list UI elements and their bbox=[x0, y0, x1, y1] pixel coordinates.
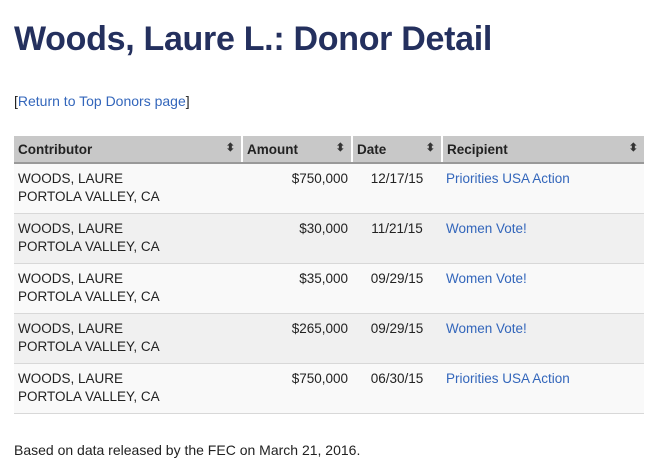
contributor-cell: WOODS, LAURE PORTOLA VALLEY, CA bbox=[14, 313, 242, 364]
date-cell: 06/30/15 bbox=[352, 363, 442, 414]
table-row: WOODS, LAURE PORTOLA VALLEY, CA $750,000 … bbox=[14, 163, 644, 214]
table-row: WOODS, LAURE PORTOLA VALLEY, CA $265,000 … bbox=[14, 313, 644, 364]
contributor-location: PORTOLA VALLEY, CA bbox=[18, 289, 160, 304]
contributor-name: WOODS, LAURE bbox=[18, 371, 124, 386]
amount-cell: $30,000 bbox=[242, 213, 352, 264]
contributor-cell: WOODS, LAURE PORTOLA VALLEY, CA bbox=[14, 163, 242, 214]
return-link-wrapper: [Return to Top Donors page] bbox=[14, 93, 190, 109]
sort-icon: ⬍ bbox=[425, 142, 435, 154]
table-row: WOODS, LAURE PORTOLA VALLEY, CA $30,000 1… bbox=[14, 213, 644, 264]
return-to-top-donors-link[interactable]: Return to Top Donors page bbox=[17, 93, 186, 109]
contributor-cell: WOODS, LAURE PORTOLA VALLEY, CA bbox=[14, 213, 242, 264]
table-row: WOODS, LAURE PORTOLA VALLEY, CA $750,000 … bbox=[14, 363, 644, 414]
contributor-location: PORTOLA VALLEY, CA bbox=[18, 389, 160, 404]
header-label: Recipient bbox=[447, 141, 508, 157]
header-label: Amount bbox=[247, 141, 298, 157]
recipient-link[interactable]: Women Vote! bbox=[446, 221, 527, 236]
data-source-note: Based on data released by the FEC on Mar… bbox=[14, 442, 361, 458]
contributor-cell: WOODS, LAURE PORTOLA VALLEY, CA bbox=[14, 363, 242, 414]
date-cell: 09/29/15 bbox=[352, 263, 442, 314]
recipient-cell: Women Vote! bbox=[442, 213, 644, 264]
column-header-date[interactable]: Date ⬍ bbox=[352, 136, 443, 164]
sort-icon: ⬍ bbox=[335, 142, 345, 154]
contributor-location: PORTOLA VALLEY, CA bbox=[18, 339, 160, 354]
contributor-name: WOODS, LAURE bbox=[18, 271, 124, 286]
header-label: Date bbox=[357, 141, 387, 157]
amount-cell: $265,000 bbox=[242, 313, 352, 364]
donations-table: Contributor ⬍ Amount ⬍ Date ⬍ Recipient ⬍ WO… bbox=[14, 136, 644, 414]
date-cell: 11/21/15 bbox=[352, 213, 442, 264]
contributor-location: PORTOLA VALLEY, CA bbox=[18, 239, 160, 254]
contributor-name: WOODS, LAURE bbox=[18, 171, 124, 186]
sort-icon: ⬍ bbox=[628, 142, 638, 154]
header-label: Contributor bbox=[18, 141, 93, 157]
recipient-link[interactable]: Priorities USA Action bbox=[446, 371, 570, 386]
contributor-cell: WOODS, LAURE PORTOLA VALLEY, CA bbox=[14, 263, 242, 314]
recipient-cell: Priorities USA Action bbox=[442, 163, 644, 214]
amount-cell: $35,000 bbox=[242, 263, 352, 314]
column-header-recipient[interactable]: Recipient ⬍ bbox=[442, 136, 644, 164]
page-title: Woods, Laure L.: Donor Detail bbox=[14, 20, 493, 58]
recipient-link[interactable]: Priorities USA Action bbox=[446, 171, 570, 186]
recipient-cell: Women Vote! bbox=[442, 313, 644, 364]
recipient-link[interactable]: Women Vote! bbox=[446, 321, 527, 336]
column-header-amount[interactable]: Amount ⬍ bbox=[242, 136, 353, 164]
recipient-cell: Women Vote! bbox=[442, 263, 644, 314]
contributor-name: WOODS, LAURE bbox=[18, 221, 124, 236]
amount-cell: $750,000 bbox=[242, 363, 352, 414]
date-cell: 12/17/15 bbox=[352, 163, 442, 214]
recipient-cell: Priorities USA Action bbox=[442, 363, 644, 414]
table-row: WOODS, LAURE PORTOLA VALLEY, CA $35,000 0… bbox=[14, 263, 644, 314]
sort-icon: ⬍ bbox=[225, 142, 235, 154]
recipient-link[interactable]: Women Vote! bbox=[446, 271, 527, 286]
column-header-contributor[interactable]: Contributor ⬍ bbox=[14, 136, 243, 164]
amount-cell: $750,000 bbox=[242, 163, 352, 214]
date-cell: 09/29/15 bbox=[352, 313, 442, 364]
contributor-name: WOODS, LAURE bbox=[18, 321, 124, 336]
contributor-location: PORTOLA VALLEY, CA bbox=[18, 189, 160, 204]
